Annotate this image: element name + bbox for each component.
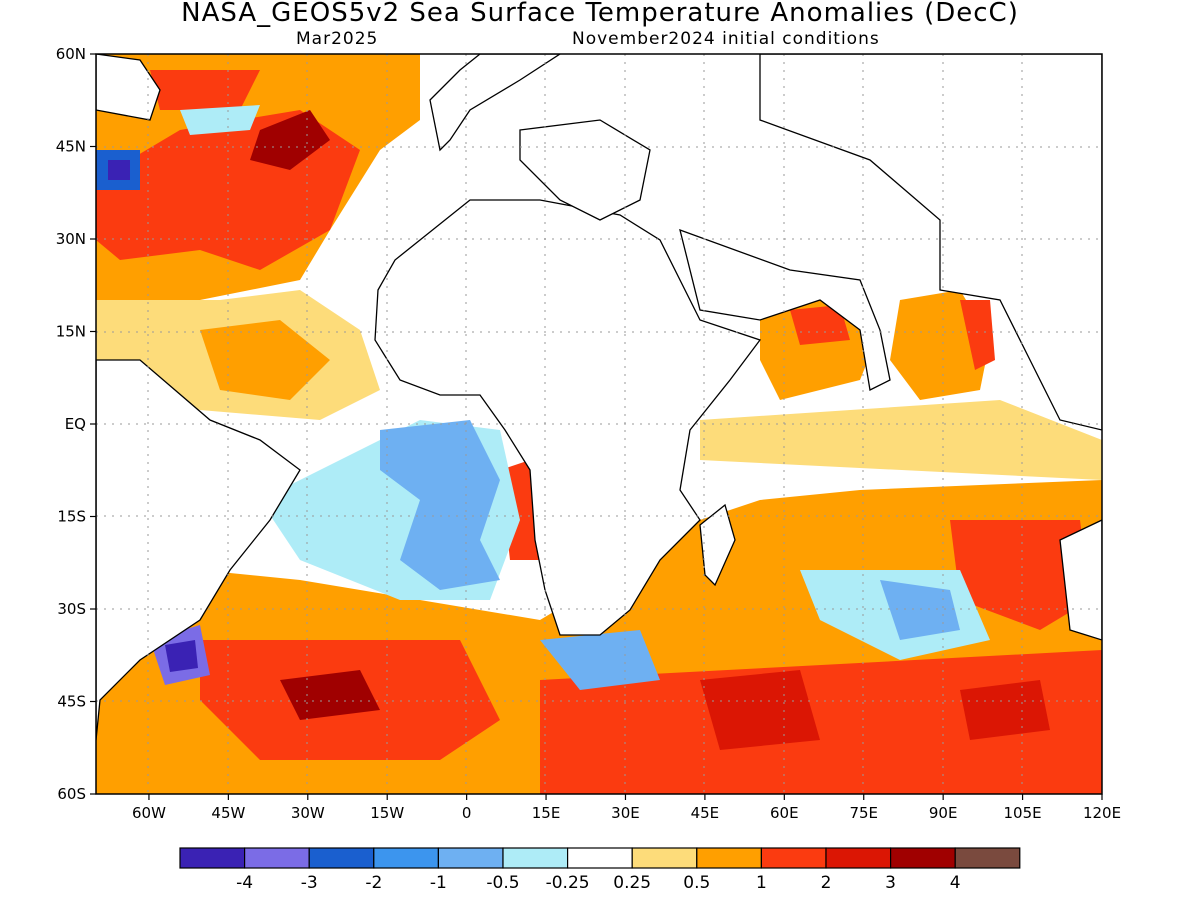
longitude-ticks: 60W 45W 30W 15W 0 15E 30E 45E 60E 75E 90E 105E 120E: [132, 794, 1121, 822]
land-masses: [96, 54, 1102, 741]
lat-tick-label: 30N: [56, 230, 86, 248]
map-title: NASA_GEOS5v2 Sea Surface Temperature Ano…: [181, 0, 1019, 28]
colorbar-swatch: [179, 847, 246, 869]
lon-tick-label: 105E: [1004, 804, 1042, 822]
colorbar-label: 3: [885, 873, 896, 893]
colorbar-swatch: [954, 847, 1021, 869]
lat-tick-label: 60S: [57, 785, 86, 803]
colorbar-label: -4: [236, 873, 253, 893]
lon-tick-label: 15E: [532, 804, 561, 822]
colorbar: [179, 847, 1021, 869]
lat-tick-label: 15N: [56, 323, 86, 341]
colorbar-swatch: [502, 847, 569, 869]
colorbar-swatch: [437, 847, 504, 869]
colorbar-label: 2: [821, 873, 832, 893]
asia-landmass: [759, 54, 1102, 431]
lat-tick-label: 15S: [57, 508, 86, 526]
lon-tick-label: 90E: [929, 804, 958, 822]
colorbar-swatch: [760, 847, 827, 869]
colorbar-label: 4: [950, 873, 961, 893]
colorbar-label: -0.25: [546, 873, 590, 893]
colorbar-swatch: [308, 847, 375, 869]
lon-tick-label: 120E: [1083, 804, 1121, 822]
europe-landmass: [429, 54, 562, 152]
latitude-ticks: 60N 45N 30N 15N EQ 15S 30S 45S 60S: [56, 45, 96, 803]
initial-conditions: November2024 initial conditions: [572, 29, 880, 49]
australia-landmass: [1059, 519, 1102, 641]
lon-tick-label: 60W: [132, 804, 166, 822]
colorbar-label: -2: [365, 873, 382, 893]
forecast-month: Mar2025: [296, 29, 379, 49]
africa-landmass: [374, 199, 762, 636]
lon-tick-label: 60E: [770, 804, 799, 822]
map-grid: [96, 54, 1102, 794]
colorbar-label: -3: [301, 873, 318, 893]
lon-tick-label: 45W: [211, 804, 245, 822]
lat-tick-label: 45S: [57, 693, 86, 711]
colorbar-swatch: [373, 847, 439, 869]
lat-tick-label: EQ: [65, 415, 86, 433]
eastern-mediterranean-landmass: [519, 119, 651, 221]
arabia-india-landmass: [679, 228, 891, 391]
colorbar-swatch: [244, 847, 310, 869]
colorbar-label: -1: [430, 873, 447, 893]
south-america-landmass: [96, 359, 301, 741]
lon-tick-label: 0: [462, 804, 472, 822]
lat-tick-label: 30S: [57, 600, 86, 618]
map-plot-area: [96, 54, 1102, 794]
lat-tick-label: 60N: [56, 45, 86, 63]
lat-tick-label: 45N: [56, 138, 86, 156]
colorbar-swatch: [631, 847, 698, 869]
lon-tick-label: 75E: [849, 804, 878, 822]
colorbar-swatch: [696, 847, 762, 869]
anomaly-field-cool: [96, 105, 990, 690]
lon-tick-label: 30W: [291, 804, 325, 822]
colorbar-label: 1: [756, 873, 767, 893]
colorbar-swatch: [889, 847, 956, 869]
lon-tick-label: 15W: [370, 804, 404, 822]
colorbar-swatch: [566, 847, 633, 869]
colorbar-swatch: [825, 847, 892, 869]
colorbar-label: 0.5: [683, 873, 710, 893]
north-america-landmass: [96, 54, 161, 121]
lon-tick-label: 45E: [691, 804, 720, 822]
lon-tick-label: 30E: [611, 804, 640, 822]
colorbar-label: 0.25: [613, 873, 651, 893]
colorbar-labels: -4 -3 -2 -1 -0.5 -0.25 0.25 0.5 1 2 3 4: [236, 873, 960, 893]
colorbar-label: -0.5: [486, 873, 519, 893]
